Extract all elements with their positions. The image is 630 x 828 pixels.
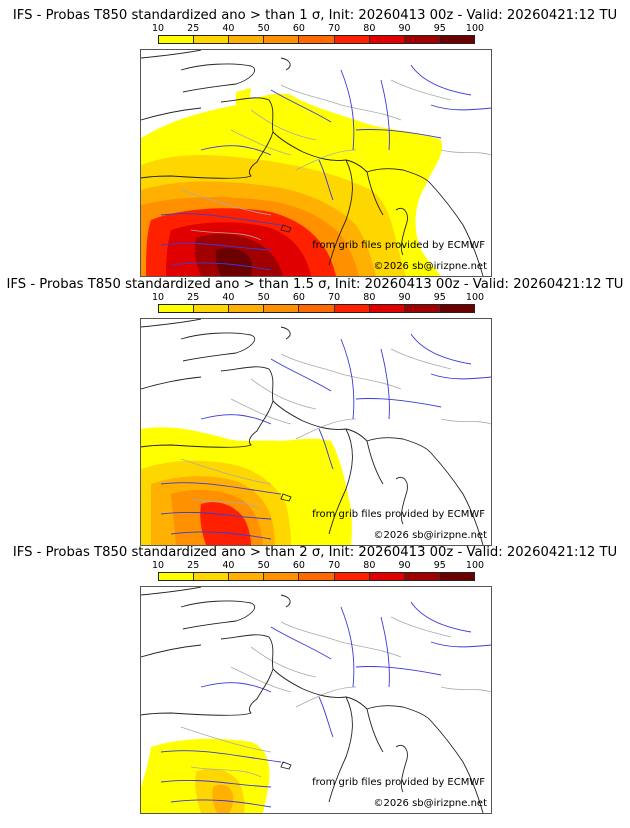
colorbar-segment: [439, 305, 474, 312]
panel-title: IFS - Probas T850 standardized ano > tha…: [12, 545, 618, 560]
map-svg: [141, 319, 491, 545]
colorbar-tick-label: 80: [363, 23, 376, 34]
colorbar-segment: [264, 573, 300, 580]
colorbar-tick-label: 60: [292, 292, 305, 303]
colorbar-segment: [439, 573, 474, 580]
colorbar-tick-label: 10: [151, 292, 165, 303]
colorbar-tick-label: 80: [363, 560, 376, 571]
colorbar-segment: [264, 36, 300, 43]
colorbar-segment: [159, 36, 195, 43]
colorbar-segment: [334, 36, 370, 43]
probability-area: [236, 88, 251, 108]
colorbar-segment: [299, 305, 335, 312]
map-svg: [141, 50, 491, 276]
colorbar-tick-label: 40: [222, 292, 235, 303]
colorbar-segment: [404, 573, 440, 580]
colorbar-segment: [404, 36, 440, 43]
colorbar-tick-label: 90: [398, 292, 411, 303]
colorbar-ticks: 10 25 40 50 60 70 80 90 95 100: [140, 561, 490, 571]
colorbar-tick-label: 60: [292, 23, 305, 34]
colorbar-tick-label: 10: [151, 560, 165, 571]
colorbar-tick-label: 10: [151, 23, 165, 34]
colorbar-tick-label: 100: [465, 560, 485, 571]
colorbar-tick-label: 40: [222, 23, 235, 34]
colorbar-tick-label: 50: [257, 23, 270, 34]
colorbar-segment: [194, 305, 230, 312]
colorbar-tick-label: 70: [328, 560, 341, 571]
map-svg: [141, 587, 491, 813]
probability-map[interactable]: from grib files provided by ECMWF ©2026 …: [140, 586, 492, 814]
colorbar-ticks: 10 25 40 50 60 70 80 90 95 100: [140, 24, 490, 34]
source-credit: from grib files provided by ECMWF: [312, 777, 485, 788]
panel-title: IFS - Probas T850 standardized ano > tha…: [12, 8, 618, 23]
coastline: [141, 50, 484, 276]
colorbar-segment: [229, 573, 265, 580]
source-credit: from grib files provided by ECMWF: [312, 240, 485, 251]
colorbar-segment: [264, 305, 300, 312]
colorbar-segment: [194, 573, 230, 580]
admin-borders: [180, 348, 491, 510]
rivers: [160, 64, 491, 271]
colorbar-tick-label: 90: [398, 23, 411, 34]
colorbar-segment: [369, 36, 405, 43]
coastline: [141, 587, 484, 813]
colorbar-tick-label: 100: [465, 23, 485, 34]
colorbar-segment: [299, 36, 335, 43]
colorbar-segment: [229, 36, 265, 43]
copyright-credit: ©2026 sb@irizpne.net: [373, 798, 487, 809]
copyright-credit: ©2026 sb@irizpne.net: [373, 530, 487, 541]
colorbar-tick-label: 100: [465, 292, 485, 303]
forecast-panel-3: IFS - Probas T850 standardized ano > tha…: [0, 545, 630, 814]
colorbar-segment: [299, 573, 335, 580]
colorbar: [158, 35, 475, 44]
forecast-panel-1: IFS - Probas T850 standardized ano > tha…: [0, 8, 630, 277]
colorbar-segment: [334, 305, 370, 312]
colorbar-tick-label: 25: [187, 23, 200, 34]
colorbar-ticks: 10 25 40 50 60 70 80 90 95 100: [140, 293, 490, 303]
colorbar-segment: [159, 573, 195, 580]
rivers: [160, 601, 491, 808]
colorbar-segment: [369, 305, 405, 312]
colorbar: [158, 572, 475, 581]
admin-borders: [180, 616, 491, 778]
source-credit: from grib files provided by ECMWF: [312, 509, 485, 520]
colorbar-tick-label: 90: [398, 560, 411, 571]
colorbar-segment: [439, 36, 474, 43]
probability-map[interactable]: from grib files provided by ECMWF ©2026 …: [140, 318, 492, 546]
colorbar-tick-label: 70: [328, 292, 341, 303]
colorbar-segment: [369, 573, 405, 580]
colorbar-tick-label: 50: [257, 292, 270, 303]
colorbar-tick-label: 80: [363, 292, 376, 303]
colorbar-tick-label: 60: [292, 560, 305, 571]
colorbar-tick-label: 40: [222, 560, 235, 571]
colorbar-segment: [229, 305, 265, 312]
probability-area: [212, 784, 234, 813]
panel-title: IFS - Probas T850 standardized ano > tha…: [6, 277, 624, 292]
colorbar-segment: [194, 36, 230, 43]
copyright-credit: ©2026 sb@irizpne.net: [373, 261, 487, 272]
coastline: [141, 319, 484, 545]
colorbar: [158, 304, 475, 313]
colorbar-segment: [404, 305, 440, 312]
colorbar-segment: [159, 305, 195, 312]
probability-map[interactable]: from grib files provided by ECMWF ©2026 …: [140, 49, 492, 277]
rivers: [160, 333, 491, 540]
colorbar-tick-label: 25: [187, 292, 200, 303]
admin-borders: [180, 79, 491, 241]
colorbar-tick-label: 95: [433, 23, 446, 34]
colorbar-segment: [334, 573, 370, 580]
colorbar-tick-label: 95: [433, 560, 446, 571]
colorbar-tick-label: 50: [257, 560, 270, 571]
colorbar-tick-label: 25: [187, 560, 200, 571]
forecast-panel-2: IFS - Probas T850 standardized ano > tha…: [0, 277, 630, 546]
probability-area: [215, 248, 252, 276]
colorbar-tick-label: 70: [328, 23, 341, 34]
colorbar-tick-label: 95: [433, 292, 446, 303]
